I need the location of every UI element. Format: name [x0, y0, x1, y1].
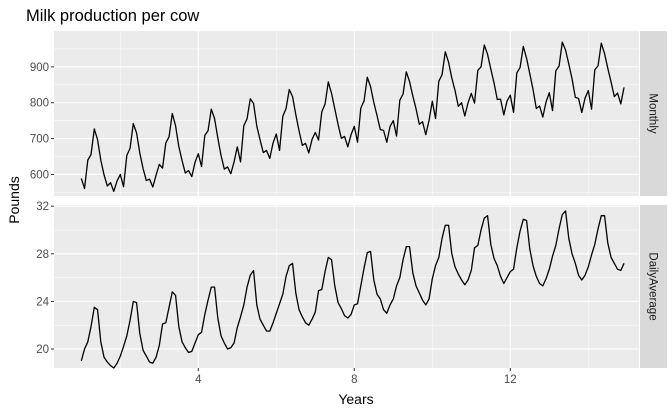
- y-tick-label: 900: [30, 62, 49, 74]
- panel-monthly: 600 700 800 900 Monthly: [30, 31, 667, 196]
- facet-panels: 600 700 800 900 Monthly 20 24 28 32 DailyAverage: [30, 31, 667, 369]
- x-tick-label: 8: [351, 374, 357, 386]
- y-tick-label: 800: [30, 98, 49, 110]
- facet-strip-label: Monthly: [647, 93, 659, 134]
- x-axis: 4 8 12: [195, 368, 517, 386]
- series-line-monthly: [80, 41, 625, 192]
- panel-dailyaverage: 20 24 28 32 DailyAverage: [36, 201, 667, 369]
- panel-background: [54, 31, 639, 196]
- y-tick-label: 700: [30, 134, 49, 146]
- panel-background: [54, 205, 639, 368]
- y-tick-label: 600: [30, 169, 49, 181]
- x-axis-title: Years: [338, 391, 373, 407]
- y-tick-label: 28: [36, 249, 49, 261]
- x-tick-label: 12: [504, 374, 517, 386]
- chart-title: Milk production per cow: [26, 7, 199, 25]
- y-tick-label: 24: [36, 296, 49, 308]
- facet-strip: [640, 205, 667, 368]
- series-line-dailyaverage: [80, 210, 625, 369]
- x-tick-label: 4: [195, 374, 202, 386]
- facet-strip-label: DailyAverage: [647, 252, 659, 320]
- y-tick-label: 32: [36, 201, 49, 213]
- y-axis-title: Pounds: [6, 176, 22, 223]
- facet-strip: [640, 31, 667, 196]
- y-tick-label: 20: [36, 344, 49, 356]
